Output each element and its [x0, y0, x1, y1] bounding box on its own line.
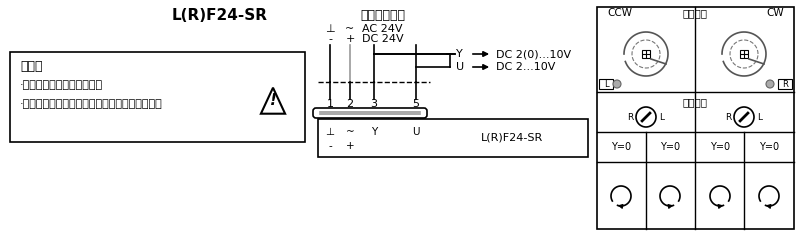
Text: 1: 1 — [327, 99, 333, 109]
Circle shape — [613, 80, 621, 88]
Text: Y=0: Y=0 — [759, 142, 779, 152]
Text: ~: ~ — [345, 127, 354, 137]
Text: CW: CW — [767, 8, 784, 18]
Bar — [778, 79, 792, 89]
Text: U: U — [413, 127, 420, 137]
Text: CCW: CCW — [607, 8, 632, 18]
Text: DC 24V: DC 24V — [362, 34, 404, 44]
Text: Y: Y — [371, 127, 377, 137]
Bar — [597, 7, 794, 229]
Text: 2: 2 — [347, 99, 353, 109]
Text: 连续调节控制: 连续调节控制 — [360, 9, 405, 22]
Bar — [740, 50, 748, 58]
Text: L: L — [659, 113, 664, 122]
Text: AC 24V: AC 24V — [362, 24, 402, 34]
Text: -: - — [328, 141, 332, 150]
Text: ⊥: ⊥ — [325, 127, 335, 137]
Text: L: L — [604, 79, 608, 88]
Text: ⊥: ⊥ — [325, 24, 335, 34]
Text: ·可并行连接多个执行器，但必须注意耗电功率。: ·可并行连接多个执行器，但必须注意耗电功率。 — [20, 99, 163, 109]
Text: 注意：: 注意： — [20, 59, 42, 73]
Text: L: L — [757, 113, 762, 122]
Text: Y=0: Y=0 — [660, 142, 680, 152]
Text: R: R — [626, 113, 633, 122]
Text: ~: ~ — [345, 24, 355, 34]
Text: 安装位置: 安装位置 — [682, 8, 707, 18]
Text: +: + — [345, 34, 355, 44]
Text: Y=0: Y=0 — [611, 142, 631, 152]
Text: Y: Y — [456, 49, 463, 59]
Text: !: ! — [269, 92, 276, 108]
Bar — [642, 50, 650, 58]
Text: +: + — [346, 141, 354, 150]
Text: U: U — [456, 62, 464, 72]
Bar — [318, 119, 588, 157]
Text: ·通过安全隔离变压器连接！: ·通过安全隔离变压器连接！ — [20, 80, 103, 90]
Text: 3: 3 — [371, 99, 377, 109]
Text: L(R)F24-SR: L(R)F24-SR — [481, 133, 544, 143]
Text: Y=0: Y=0 — [710, 142, 730, 152]
Text: -: - — [328, 34, 332, 44]
Circle shape — [766, 80, 774, 88]
Text: 5: 5 — [413, 99, 420, 109]
Text: R: R — [725, 113, 731, 122]
Text: 转向开关: 转向开关 — [682, 97, 707, 107]
Text: R: R — [782, 79, 788, 88]
Text: L(R)F24-SR: L(R)F24-SR — [172, 8, 268, 23]
Bar — [10, 52, 305, 142]
Text: DC 2...10V: DC 2...10V — [496, 62, 555, 72]
Text: DC 2(0)...10V: DC 2(0)...10V — [496, 49, 571, 59]
Bar — [599, 79, 613, 89]
